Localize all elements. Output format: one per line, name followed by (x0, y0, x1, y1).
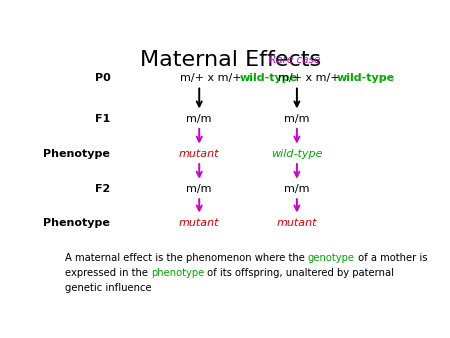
Text: expressed in the: expressed in the (65, 268, 151, 279)
Text: F2: F2 (95, 184, 110, 194)
Text: of its offspring, unaltered by paternal: of its offspring, unaltered by paternal (204, 268, 394, 279)
Text: m/m: m/m (284, 114, 310, 124)
Text: wild-type: wild-type (337, 73, 395, 83)
Text: Phenotype: Phenotype (44, 218, 110, 228)
Text: Maternal Effects: Maternal Effects (140, 50, 321, 70)
Text: Phenotype: Phenotype (44, 149, 110, 159)
Text: F1: F1 (95, 114, 110, 124)
Text: Rare case: Rare case (270, 55, 321, 65)
Text: m/+ x m/+: m/+ x m/+ (180, 73, 242, 83)
Text: of a mother is: of a mother is (355, 253, 428, 263)
Text: P0: P0 (94, 73, 110, 83)
Text: m/m: m/m (186, 114, 212, 124)
Text: m/m: m/m (284, 184, 310, 194)
Text: mutant: mutant (277, 218, 317, 228)
Text: genetic influence: genetic influence (65, 283, 152, 293)
Text: m/m: m/m (186, 184, 212, 194)
Text: m/+ x m/+: m/+ x m/+ (278, 73, 339, 83)
Text: genotype: genotype (308, 253, 355, 263)
Text: mutant: mutant (179, 218, 220, 228)
Text: A maternal effect is the phenomenon where the: A maternal effect is the phenomenon wher… (65, 253, 308, 263)
Text: wild-type: wild-type (239, 73, 297, 83)
Text: phenotype: phenotype (151, 268, 204, 279)
Text: mutant: mutant (179, 149, 220, 159)
Text: wild-type: wild-type (271, 149, 323, 159)
